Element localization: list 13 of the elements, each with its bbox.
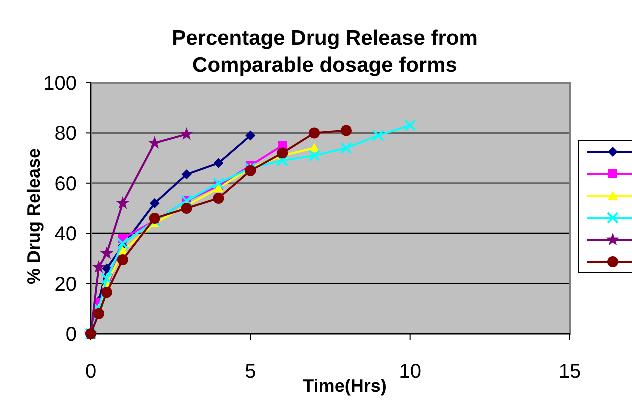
x-axis-title: Time(Hrs): [303, 376, 387, 396]
y-tick-label: 60: [54, 173, 77, 196]
y-tick-label: 100: [44, 73, 77, 95]
y-tick-label: 20: [54, 274, 77, 296]
y-axis-title: % Drug Release: [24, 148, 44, 285]
chart-title: Percentage Drug Release from Comparable dosage forms: [172, 27, 478, 77]
y-tick-label: 40: [54, 224, 77, 246]
y-tick-label: 0: [66, 324, 77, 346]
x-tick-label: 10: [399, 361, 422, 383]
x-tick-label: 0: [85, 361, 97, 383]
x-tick-label: 5: [245, 361, 256, 383]
y-tick-label: 80: [54, 123, 77, 146]
x-tick-label: 15: [558, 361, 582, 383]
